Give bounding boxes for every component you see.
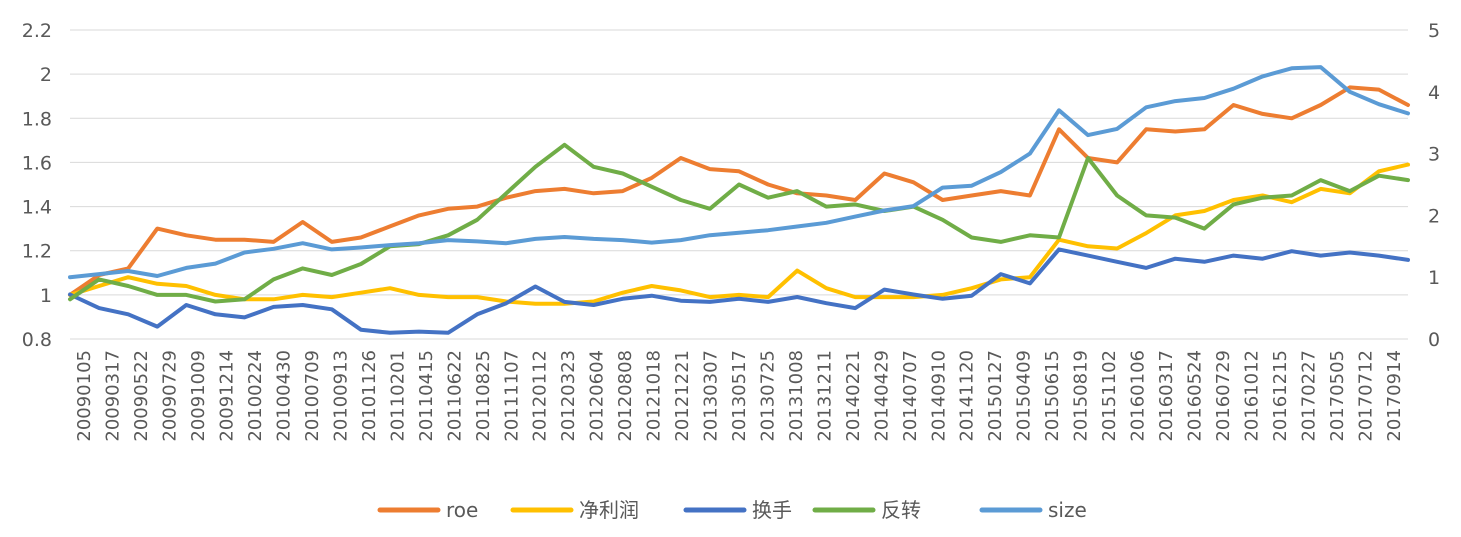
x-tick-label: 20090522 (131, 350, 152, 442)
right-tick-label: 1 (1428, 267, 1440, 289)
legend-label: roe (446, 498, 478, 522)
right-tick-label: 0 (1428, 329, 1440, 351)
series-lines (68, 65, 1410, 335)
x-axis-ticks: 20090105 20090317 20090522 20090729 20091009… (74, 350, 1405, 442)
left-tick-label: 2 (40, 64, 52, 86)
x-tick-label: 20121018 (644, 350, 665, 442)
series-line-3 (68, 142, 1410, 304)
x-tick-label: 20131211 (814, 350, 835, 442)
x-tick-label: 20120323 (558, 350, 579, 442)
left-tick-label: 1.8 (22, 108, 52, 130)
x-tick-label: 20160106 (1128, 350, 1149, 442)
legend: roe 净利润 换手 反转 size (377, 498, 1087, 522)
x-tick-label: 20130517 (729, 350, 750, 442)
x-tick-label: 20090729 (160, 350, 181, 442)
series-line-2 (68, 247, 1410, 335)
x-tick-label: 20090105 (74, 350, 95, 442)
right-tick-label: 3 (1428, 144, 1440, 166)
x-tick-label: 20150127 (985, 350, 1006, 442)
x-tick-label: 20100709 (302, 350, 323, 442)
x-tick-label: 20140221 (843, 350, 864, 442)
left-tick-label: 2.2 (22, 20, 52, 42)
x-tick-label: 20170227 (1298, 350, 1319, 442)
x-tick-label: 20170712 (1355, 350, 1376, 442)
x-tick-label: 20140429 (871, 350, 892, 442)
x-tick-label: 20170914 (1384, 350, 1405, 442)
series-line-4 (68, 65, 1410, 280)
x-tick-label: 20141120 (957, 350, 978, 442)
left-tick-label: 1 (40, 285, 52, 307)
x-tick-label: 20160729 (1213, 350, 1234, 442)
series-line-0 (68, 85, 1410, 297)
right-tick-label: 4 (1428, 82, 1440, 104)
left-tick-label: 1.2 (22, 241, 52, 263)
x-tick-label: 20110622 (444, 350, 465, 442)
x-tick-label: 20111107 (501, 350, 522, 442)
x-tick-label: 20161012 (1241, 350, 1262, 442)
x-tick-label: 20110201 (387, 350, 408, 442)
left-tick-label: 1.6 (22, 152, 52, 174)
x-tick-label: 20090317 (103, 350, 124, 442)
left-axis-ticks: 0.8 1 1.2 1.4 1.6 1.8 2 2.2 (22, 20, 52, 351)
x-tick-label: 20140707 (900, 350, 921, 442)
x-tick-label: 20091214 (217, 350, 238, 442)
right-tick-label: 5 (1428, 20, 1440, 42)
x-tick-label: 20150409 (1014, 350, 1035, 442)
right-tick-label: 2 (1428, 205, 1440, 227)
x-tick-label: 20150615 (1042, 350, 1063, 442)
x-tick-label: 20121221 (672, 350, 693, 442)
x-tick-label: 20091009 (188, 350, 209, 442)
x-tick-label: 20101126 (359, 350, 380, 442)
legend-label: size (1048, 498, 1087, 522)
x-tick-label: 20120604 (587, 350, 608, 442)
x-tick-label: 20150819 (1071, 350, 1092, 442)
x-tick-label: 20160524 (1184, 350, 1205, 442)
x-tick-label: 20110825 (473, 350, 494, 442)
x-tick-label: 20100913 (330, 350, 351, 442)
x-tick-label: 20100224 (245, 350, 266, 442)
legend-label: 反转 (881, 498, 921, 522)
x-tick-label: 20120112 (530, 350, 551, 442)
left-tick-label: 0.8 (22, 329, 52, 351)
x-tick-label: 20160317 (1156, 350, 1177, 442)
x-tick-label: 20130307 (701, 350, 722, 442)
x-tick-label: 20140910 (928, 350, 949, 442)
x-tick-label: 20100430 (274, 350, 295, 442)
x-tick-label: 20120808 (615, 350, 636, 442)
series-line-1 (68, 162, 1410, 306)
x-tick-label: 20110415 (416, 350, 437, 442)
x-tick-label: 20131008 (786, 350, 807, 442)
legend-label: 换手 (752, 498, 792, 522)
x-tick-label: 20130725 (757, 350, 778, 442)
x-tick-label: 20170505 (1327, 350, 1348, 442)
legend-label: 净利润 (579, 498, 639, 522)
x-tick-label: 20151102 (1099, 350, 1120, 442)
left-tick-label: 1.4 (22, 197, 52, 219)
x-tick-label: 20161215 (1270, 350, 1291, 442)
right-axis-ticks: 0 1 2 3 4 5 (1428, 20, 1440, 351)
